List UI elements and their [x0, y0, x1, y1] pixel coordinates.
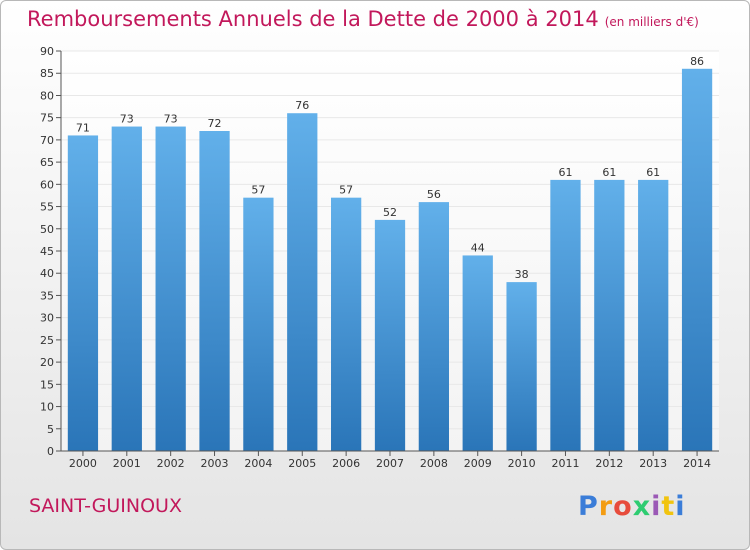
- y-tick-labels: 0 5 10 15 20 25 30 35 40 45 50 55 60 65 70 75 80 85 90: [40, 45, 54, 458]
- y-tick-label: 0: [47, 445, 54, 458]
- x-tick-label: 2010: [508, 457, 536, 470]
- y-tick-label: 10: [40, 401, 54, 414]
- bar: [155, 126, 186, 452]
- x-tick-label: 2008: [420, 457, 448, 470]
- y-tick-label: 55: [40, 201, 54, 214]
- x-tick-label: 2011: [551, 457, 579, 470]
- chart-unit: (en milliers d'€): [604, 15, 699, 29]
- bar: [681, 68, 713, 452]
- y-tick-label: 50: [40, 223, 54, 236]
- data-label: 72: [208, 117, 222, 130]
- bar: [418, 202, 450, 451]
- y-tick-label: 60: [40, 178, 54, 191]
- logo-letter: i: [675, 491, 686, 522]
- data-label: 73: [120, 113, 134, 126]
- y-tick-label: 20: [40, 356, 54, 369]
- y-tick-label: 75: [40, 112, 54, 125]
- x-tick-labels: 2000 2001 2002 2003 2004 2005 2006 2007 2008 2009…: [69, 457, 711, 470]
- data-label: 73: [164, 113, 178, 126]
- x-tick-label: 2002: [157, 457, 185, 470]
- y-tick-label: 35: [40, 289, 54, 302]
- bar: [594, 179, 625, 451]
- bar: [330, 197, 362, 451]
- y-tick-label: 5: [47, 423, 54, 436]
- axes: [56, 50, 719, 456]
- y-tick-label: 15: [40, 378, 54, 391]
- x-tick-label: 2014: [683, 457, 711, 470]
- bar: [462, 255, 493, 451]
- bar: [638, 179, 669, 451]
- bar: [550, 179, 581, 451]
- logo-letter: P: [578, 491, 599, 522]
- x-tick-label: 2004: [244, 457, 272, 470]
- logo-letter: r: [598, 491, 614, 522]
- data-label: 76: [295, 99, 309, 112]
- data-label: 38: [515, 268, 529, 281]
- bar: [287, 113, 318, 451]
- x-tick-label: 2000: [69, 457, 97, 470]
- x-tick-label: 2013: [639, 457, 667, 470]
- bar: [111, 126, 142, 452]
- proxiti-logo[interactable]: Proxiti: [578, 491, 686, 522]
- logo-letter: x: [632, 491, 652, 522]
- data-label: 57: [251, 184, 265, 197]
- bar: [374, 219, 406, 451]
- bars: [67, 68, 713, 452]
- x-tick-label: 2003: [201, 457, 229, 470]
- data-label: 61: [602, 166, 616, 179]
- data-label: 44: [471, 241, 485, 254]
- y-tick-label: 90: [40, 45, 54, 58]
- bar: [199, 131, 230, 451]
- x-tick-label: 2005: [288, 457, 316, 470]
- y-tick-label: 40: [40, 267, 54, 280]
- y-tick-label: 70: [40, 134, 54, 147]
- chart-title: Remboursements Annuels de la Dette de 20…: [27, 7, 699, 31]
- data-label: 61: [558, 166, 572, 179]
- logo-letter: o: [613, 491, 633, 522]
- data-label: 71: [76, 121, 90, 134]
- y-tick-label: 80: [40, 89, 54, 102]
- y-tick-label: 25: [40, 334, 54, 347]
- bar: [506, 282, 537, 451]
- logo-letter: t: [661, 491, 676, 522]
- bar: [67, 135, 99, 451]
- y-tick-label: 85: [40, 67, 54, 80]
- x-tick-label: 2012: [595, 457, 623, 470]
- x-tick-label: 2009: [464, 457, 492, 470]
- data-label: 57: [339, 184, 353, 197]
- x-tick-label: 2006: [332, 457, 360, 470]
- x-tick-label: 2001: [113, 457, 141, 470]
- y-tick-label: 65: [40, 156, 54, 169]
- commune-name: SAINT-GUINOUX: [29, 495, 182, 517]
- x-tick-label: 2007: [376, 457, 404, 470]
- chart-title-text: Remboursements Annuels de la Dette de 20…: [27, 7, 599, 31]
- data-label: 61: [646, 166, 660, 179]
- data-label: 52: [383, 206, 397, 219]
- data-label: 56: [427, 188, 441, 201]
- y-tick-label: 45: [40, 245, 54, 258]
- y-tick-label: 30: [40, 312, 54, 325]
- logo-letter: i: [651, 491, 662, 522]
- bar: [243, 197, 274, 451]
- data-labels: 71 73 73 72 57 76 57 52 56 44 38 61 61 61 86: [76, 55, 704, 281]
- data-label: 86: [690, 55, 704, 68]
